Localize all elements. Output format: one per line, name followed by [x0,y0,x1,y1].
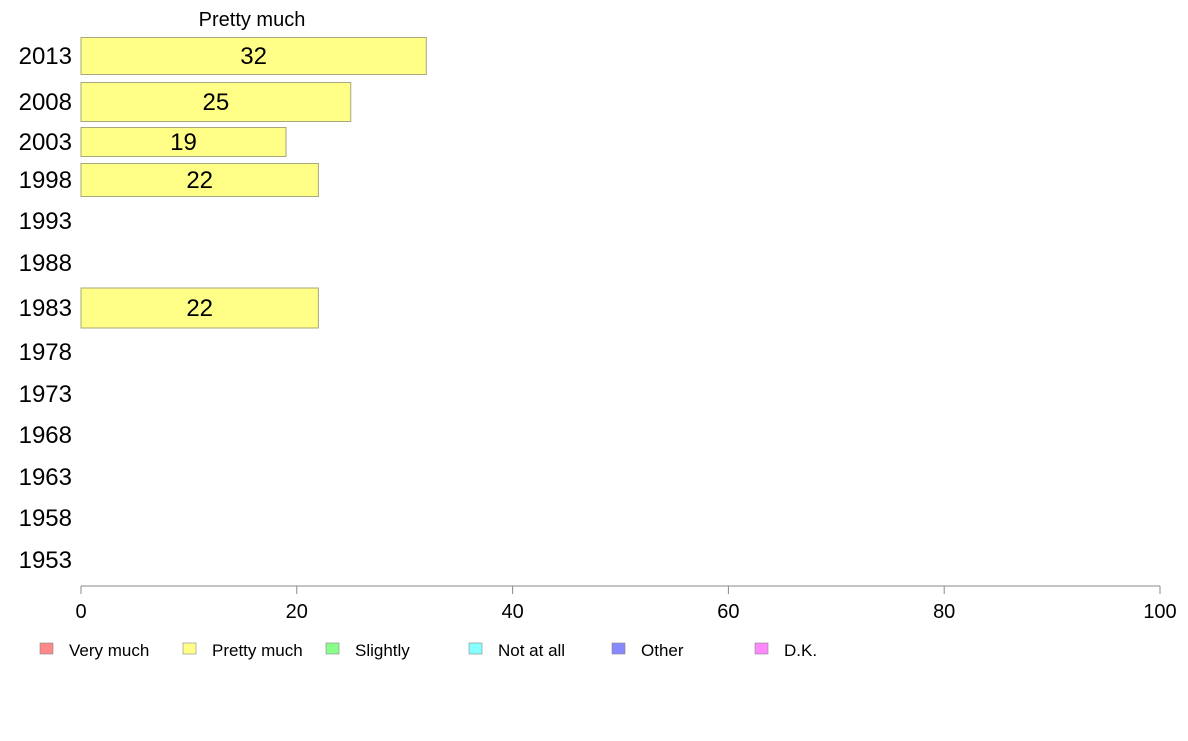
legend-label-2: Slightly [355,641,410,660]
legend-swatch-0 [39,642,54,655]
y-tick-label-1953: 1953 [19,547,72,574]
y-tick-label-1983: 1983 [19,295,72,322]
legend: Very much Pretty much Slightly Not at all Ot… [39,641,817,660]
bar-label-2013: 32 [240,43,267,70]
y-tick-label-1963: 1963 [19,464,72,491]
y-tick-label-1988: 1988 [19,250,72,277]
legend-swatch-4 [611,642,626,655]
bar-1983 [80,287,319,329]
y-tick-label-1978: 1978 [19,339,72,366]
y-tick-label-2003: 2003 [19,129,72,156]
bar-label-2003: 19 [170,129,197,156]
y-tick-label-2013: 2013 [19,43,72,70]
legend-swatch-1 [182,642,197,655]
legend-label-0: Very much [69,641,149,660]
legend-swatch-3 [468,642,483,655]
y-tick-label-1998: 1998 [19,167,72,194]
x-tick-label-0: 0 [75,601,86,623]
bar-label-2008: 25 [203,89,230,116]
y-tick-label-1968: 1968 [19,422,72,449]
y-tick-label-1973: 1973 [19,381,72,408]
legend-label-1: Pretty much [212,641,303,660]
y-tick-label-2008: 2008 [19,89,72,116]
legend-label-3: Not at all [498,641,565,660]
bar-2003 [80,127,287,157]
x-tick-label-40: 40 [501,601,523,623]
bar-label-1983: 22 [186,295,213,322]
x-tick-label-100: 100 [1143,601,1176,623]
legend-swatch-5 [754,642,769,655]
bar-2008 [80,82,352,122]
legend-swatch-2 [325,642,340,655]
bar-2013 [80,37,427,75]
bar-label-1998: 22 [186,167,213,194]
bar-1998 [80,163,319,197]
legend-label-5: D.K. [784,641,817,660]
legend-label-4: Other [641,641,684,660]
x-axis: 0 20 40 60 80 100 [75,585,1177,623]
y-tick-label-1993: 1993 [19,208,72,235]
x-tick-label-20: 20 [286,601,308,623]
y-tick-labels: 2013 2008 2003 1998 1993 1988 1983 1978 1973 1968… [19,43,72,574]
y-tick-label-1958: 1958 [19,505,72,532]
x-tick-label-60: 60 [717,601,739,623]
x-tick-label-80: 80 [933,601,955,623]
chart-title: Pretty much [199,9,306,31]
